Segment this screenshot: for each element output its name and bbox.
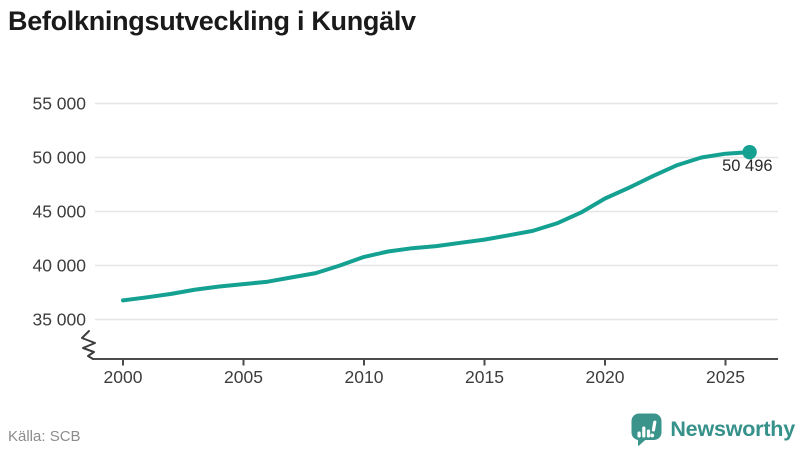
x-tick-label: 2025 — [706, 367, 745, 387]
x-tick-label: 2015 — [465, 367, 504, 387]
y-tick-label: 35 000 — [32, 310, 86, 330]
population-line — [121, 150, 752, 303]
endpoint-dot — [742, 144, 757, 160]
y-tick-label: 50 000 — [32, 148, 86, 168]
x-tick-label: 2020 — [586, 367, 625, 387]
axis-break-icon — [81, 330, 96, 360]
x-tick-label: 2010 — [345, 367, 384, 387]
x-tick-label: 2000 — [104, 367, 143, 387]
endpoint-value-label: 50 496 — [722, 157, 772, 175]
brand-name: Newsworthy — [670, 417, 795, 441]
y-tick-label: 55 000 — [32, 94, 86, 114]
x-tick-label: 2005 — [224, 367, 263, 387]
newsworthy-logo[interactable]: Newsworthy — [630, 412, 795, 447]
y-tick-label: 40 000 — [32, 256, 86, 276]
y-tick-label: 45 000 — [32, 202, 86, 222]
source-label: Källa: SCB — [8, 428, 81, 445]
page-title: Befolkningsutveckling i Kungälv — [8, 6, 416, 36]
bar-chart-speech-bubble-icon — [631, 413, 662, 446]
